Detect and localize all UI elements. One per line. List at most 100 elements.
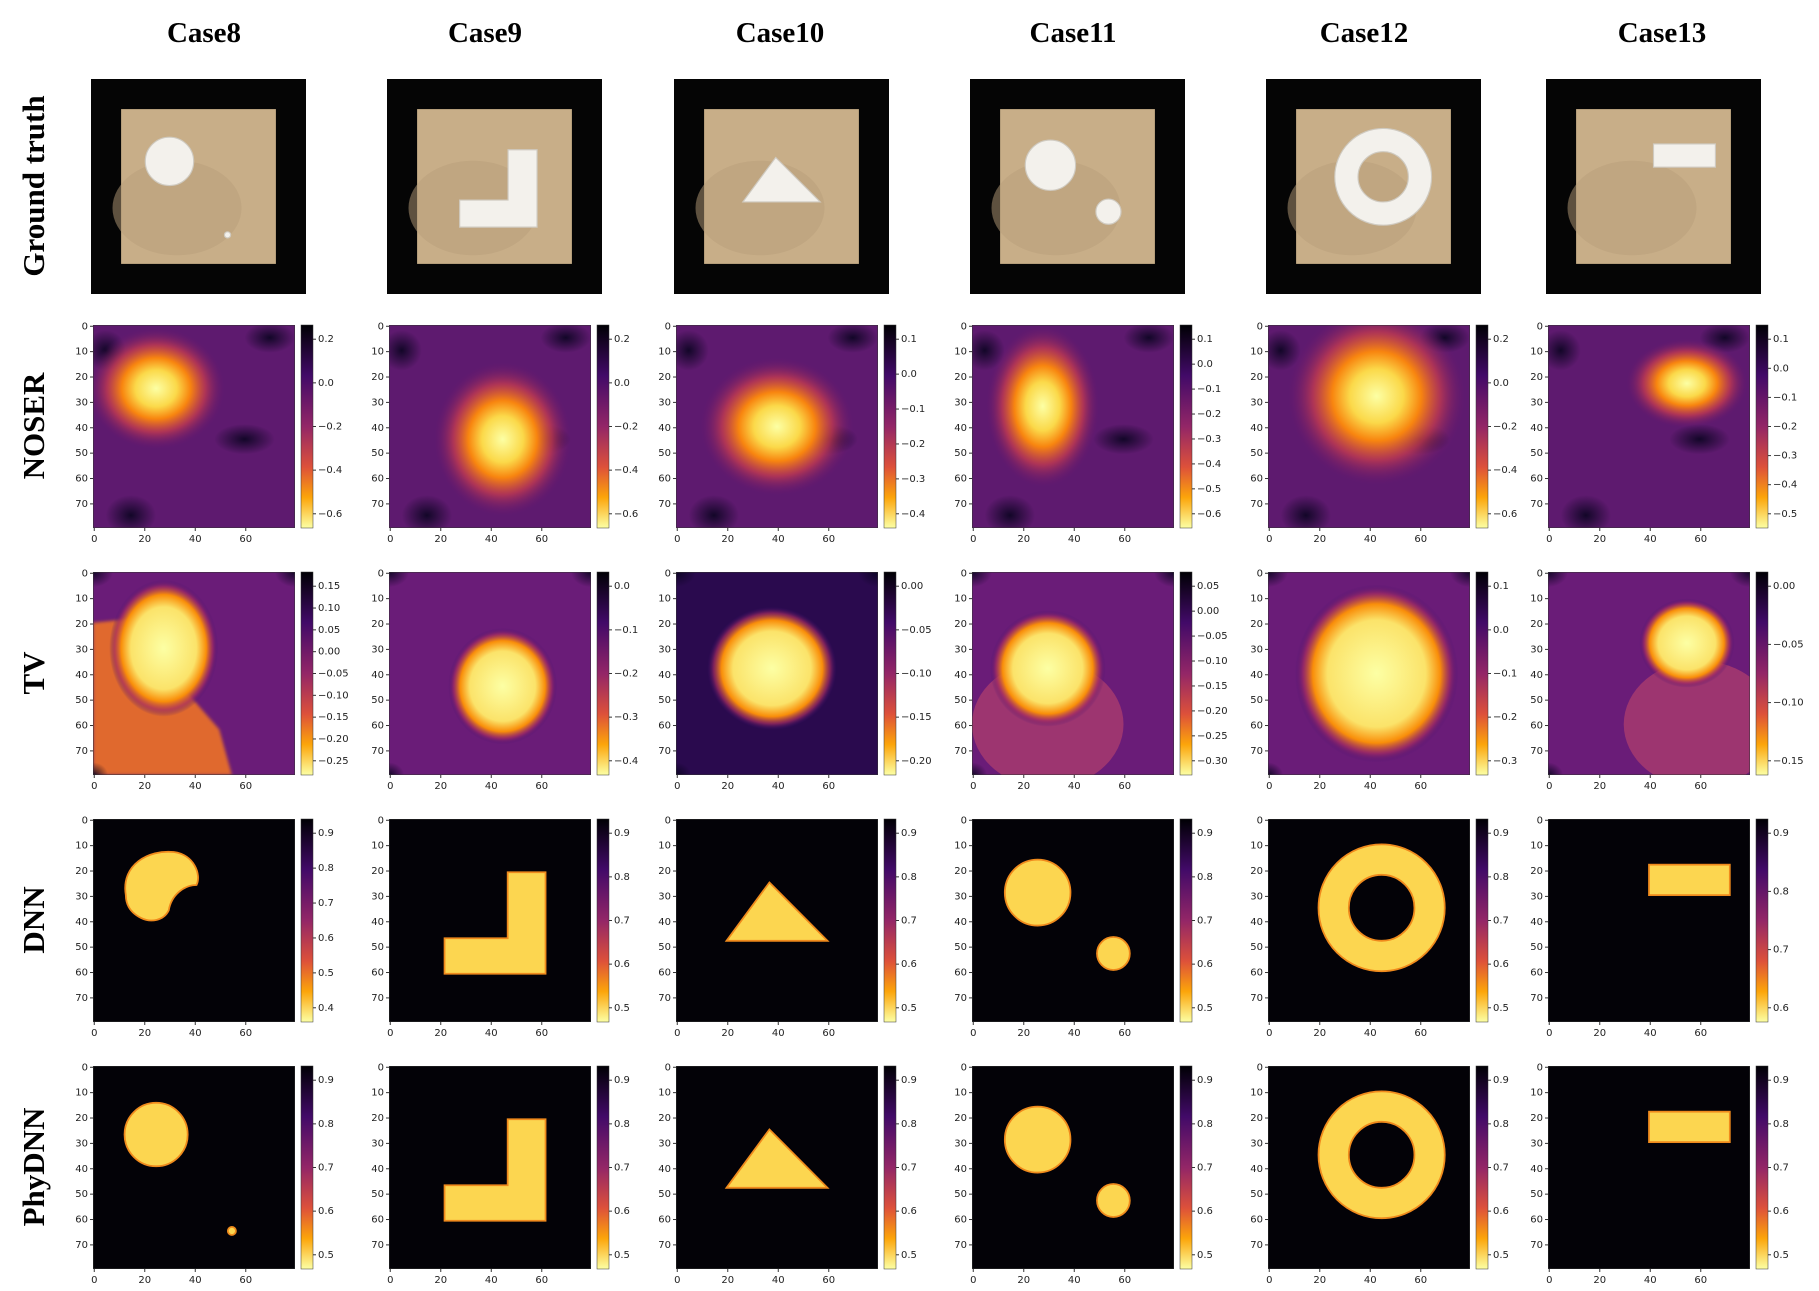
y-tick-label: 30 <box>658 1138 671 1149</box>
colorbar-tick-label: 0.6 <box>614 959 630 970</box>
y-tick-label: 30 <box>954 397 967 408</box>
y-tick-label: 30 <box>75 1138 88 1149</box>
y-tick-label: 30 <box>954 1138 967 1149</box>
colorbar <box>300 1065 314 1270</box>
y-tick-label: 0 <box>1537 815 1543 826</box>
heatmap <box>389 1066 591 1269</box>
x-tick-label: 0 <box>1266 1028 1272 1039</box>
colorbar-tick-label: −0.5 <box>1197 484 1221 495</box>
y-tick-label: 50 <box>658 448 671 459</box>
y-tick-label: 10 <box>954 347 967 358</box>
x-tick-label: 60 <box>822 534 835 545</box>
y-tick-label: 30 <box>1530 1138 1543 1149</box>
colorbar-tick-label: −0.2 <box>1493 422 1517 433</box>
colorbar-tick-label: 0.1 <box>901 334 917 345</box>
y-tick-label: 0 <box>1257 568 1263 579</box>
row-label: TV <box>16 651 51 695</box>
y-tick-label: 30 <box>1530 397 1543 408</box>
y-tick-label: 10 <box>371 347 384 358</box>
y-tick-label: 40 <box>1250 670 1263 681</box>
colorbar-tick-label: −0.2 <box>614 422 638 433</box>
colorbar-tick-label: 0.9 <box>901 1075 917 1086</box>
x-tick-label: 40 <box>772 1275 785 1286</box>
ground-truth-photo <box>674 79 889 294</box>
colorbar <box>300 818 314 1023</box>
y-tick-label: 60 <box>371 968 384 979</box>
y-tick-label: 40 <box>954 670 967 681</box>
y-tick-label: 20 <box>658 866 671 877</box>
y-tick-label: 20 <box>1250 619 1263 630</box>
y-tick-label: 60 <box>954 968 967 979</box>
x-tick-label: 40 <box>485 1028 498 1039</box>
y-tick-label: 30 <box>1530 644 1543 655</box>
y-tick-label: 60 <box>1250 474 1263 485</box>
heatmap <box>93 572 295 775</box>
y-tick-label: 70 <box>954 746 967 757</box>
colorbar <box>883 571 897 776</box>
y-tick-label: 70 <box>371 993 384 1004</box>
y-tick-label: 40 <box>371 917 384 928</box>
y-tick-label: 30 <box>371 1138 384 1149</box>
colorbar-tick-label: −0.15 <box>1773 756 1804 767</box>
y-tick-label: 50 <box>75 448 88 459</box>
y-tick-label: 60 <box>1530 721 1543 732</box>
colorbar-tick-label: −0.3 <box>1197 434 1221 445</box>
y-tick-label: 10 <box>1250 347 1263 358</box>
column-header: Case8 <box>167 17 241 49</box>
y-tick-label: 0 <box>82 815 88 826</box>
colorbar <box>1475 571 1489 776</box>
y-tick-label: 70 <box>1530 499 1543 510</box>
heatmap <box>1268 819 1470 1022</box>
y-tick-label: 20 <box>1530 619 1543 630</box>
colorbar <box>883 818 897 1023</box>
y-tick-label: 0 <box>378 815 384 826</box>
y-tick-label: 0 <box>1537 1062 1543 1073</box>
x-tick-label: 20 <box>721 534 734 545</box>
colorbar-tick-label: 0.9 <box>1773 828 1789 839</box>
y-tick-label: 10 <box>1250 594 1263 605</box>
colorbar <box>300 324 314 529</box>
colorbar-tick-label: 0.8 <box>614 872 630 883</box>
x-tick-label: 20 <box>1593 781 1606 792</box>
colorbar-tick-label: −0.10 <box>901 669 932 680</box>
colorbar-tick-label: 0.5 <box>318 968 334 979</box>
x-tick-label: 40 <box>1068 1028 1081 1039</box>
x-tick-label: 0 <box>1546 1275 1552 1286</box>
colorbar-tick-label: 0.7 <box>614 916 630 927</box>
heatmap <box>93 819 295 1022</box>
y-tick-label: 70 <box>1250 993 1263 1004</box>
colorbar <box>596 1065 610 1270</box>
heatmap <box>676 572 878 775</box>
y-tick-label: 30 <box>1250 644 1263 655</box>
x-tick-label: 20 <box>138 1028 151 1039</box>
y-tick-label: 20 <box>371 372 384 383</box>
x-tick-label: 60 <box>1694 1275 1707 1286</box>
y-tick-label: 70 <box>1530 746 1543 757</box>
y-tick-label: 10 <box>75 841 88 852</box>
y-tick-label: 30 <box>1250 1138 1263 1149</box>
colorbar <box>596 571 610 776</box>
x-tick-label: 40 <box>189 1275 202 1286</box>
x-tick-label: 60 <box>1414 1275 1427 1286</box>
y-tick-label: 60 <box>371 474 384 485</box>
ground-truth-photo <box>387 79 602 294</box>
ground-truth-photo <box>91 79 306 294</box>
y-tick-label: 40 <box>75 670 88 681</box>
heatmap <box>676 325 878 528</box>
colorbar-tick-label: 0.05 <box>318 625 340 636</box>
y-tick-label: 40 <box>1250 1164 1263 1175</box>
y-tick-label: 20 <box>954 866 967 877</box>
y-tick-label: 30 <box>75 397 88 408</box>
colorbar-tick-label: 0.5 <box>1493 1003 1509 1014</box>
x-tick-label: 0 <box>1266 534 1272 545</box>
x-tick-label: 0 <box>970 781 976 792</box>
colorbar-tick-label: −0.4 <box>1773 480 1797 491</box>
x-tick-label: 20 <box>1593 1028 1606 1039</box>
y-tick-label: 70 <box>371 1240 384 1251</box>
colorbar-tick-label: −0.1 <box>1493 669 1517 680</box>
x-tick-label: 60 <box>1694 1028 1707 1039</box>
colorbar-tick-label: −0.5 <box>1773 509 1797 520</box>
row-label: Ground truth <box>16 95 51 276</box>
y-tick-label: 70 <box>658 993 671 1004</box>
